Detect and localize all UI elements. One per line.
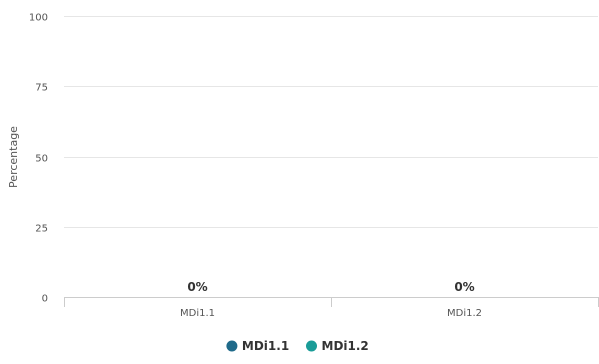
- legend-label: MDi1.1: [242, 339, 289, 353]
- grid-lines: [64, 16, 598, 228]
- legend-marker: [306, 340, 317, 352]
- y-tick-label: 75: [35, 83, 48, 94]
- y-axis-title: Percentage: [7, 126, 20, 188]
- y-tick-label: 100: [29, 13, 48, 24]
- legend-marker: [226, 340, 238, 352]
- legend-label: MDi1.2: [322, 339, 369, 353]
- data-label: 0%: [187, 280, 207, 294]
- y-axis-ticks: 0 25 50 75 100: [29, 13, 48, 305]
- legend-item[interactable]: MDi1.1: [226, 339, 289, 353]
- x-category-label: MDi1.1: [180, 308, 215, 319]
- y-tick-label: 50: [35, 154, 48, 165]
- y-tick-label: 25: [35, 224, 48, 235]
- x-category-label: MDi1.2: [447, 308, 482, 319]
- legend: MDi1.1 MDi1.2: [226, 339, 369, 353]
- x-axis: MDi1.1 MDi1.2: [64, 297, 599, 319]
- data-labels: 0% 0%: [186, 279, 476, 296]
- legend-item[interactable]: MDi1.2: [306, 339, 369, 353]
- data-label: 0%: [454, 280, 474, 294]
- y-tick-label: 0: [42, 294, 48, 305]
